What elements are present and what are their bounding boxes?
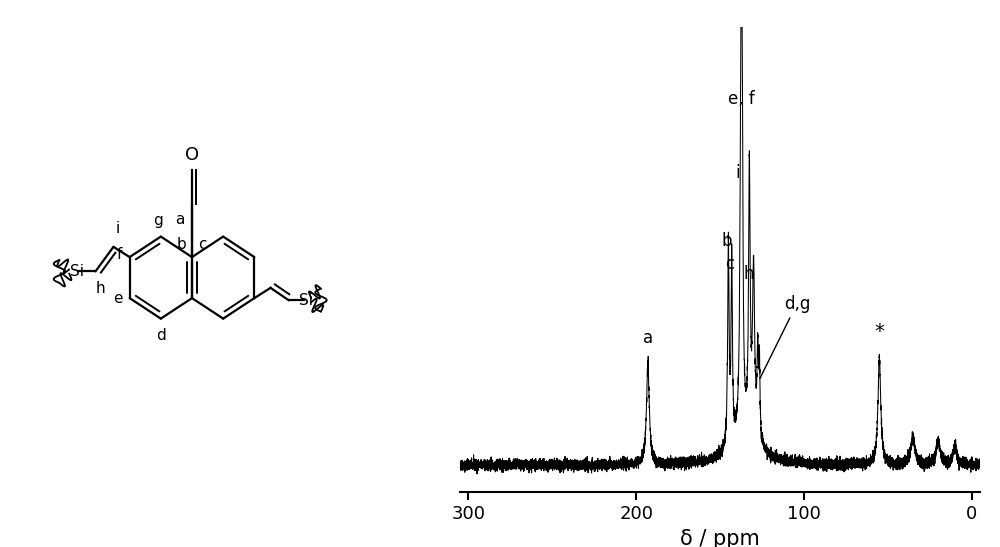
Text: h: h <box>743 265 754 283</box>
Text: a: a <box>643 329 653 347</box>
Text: Si: Si <box>70 264 84 279</box>
Text: f: f <box>117 247 122 262</box>
Text: h: h <box>95 281 105 296</box>
Text: b: b <box>721 232 732 250</box>
Text: O: O <box>185 146 199 164</box>
Text: *: * <box>874 322 884 341</box>
Text: e: e <box>113 290 122 306</box>
Text: Si: Si <box>299 293 313 307</box>
Text: e, f: e, f <box>728 90 754 108</box>
Text: g: g <box>154 213 163 229</box>
Text: i: i <box>116 221 120 236</box>
Text: i: i <box>735 164 740 182</box>
Text: d,g: d,g <box>760 295 810 379</box>
Text: c: c <box>198 237 206 252</box>
Text: a: a <box>175 212 185 227</box>
Text: d: d <box>156 328 166 344</box>
X-axis label: δ / ppm: δ / ppm <box>680 529 760 547</box>
Text: c: c <box>725 255 734 274</box>
Text: b: b <box>176 237 186 252</box>
